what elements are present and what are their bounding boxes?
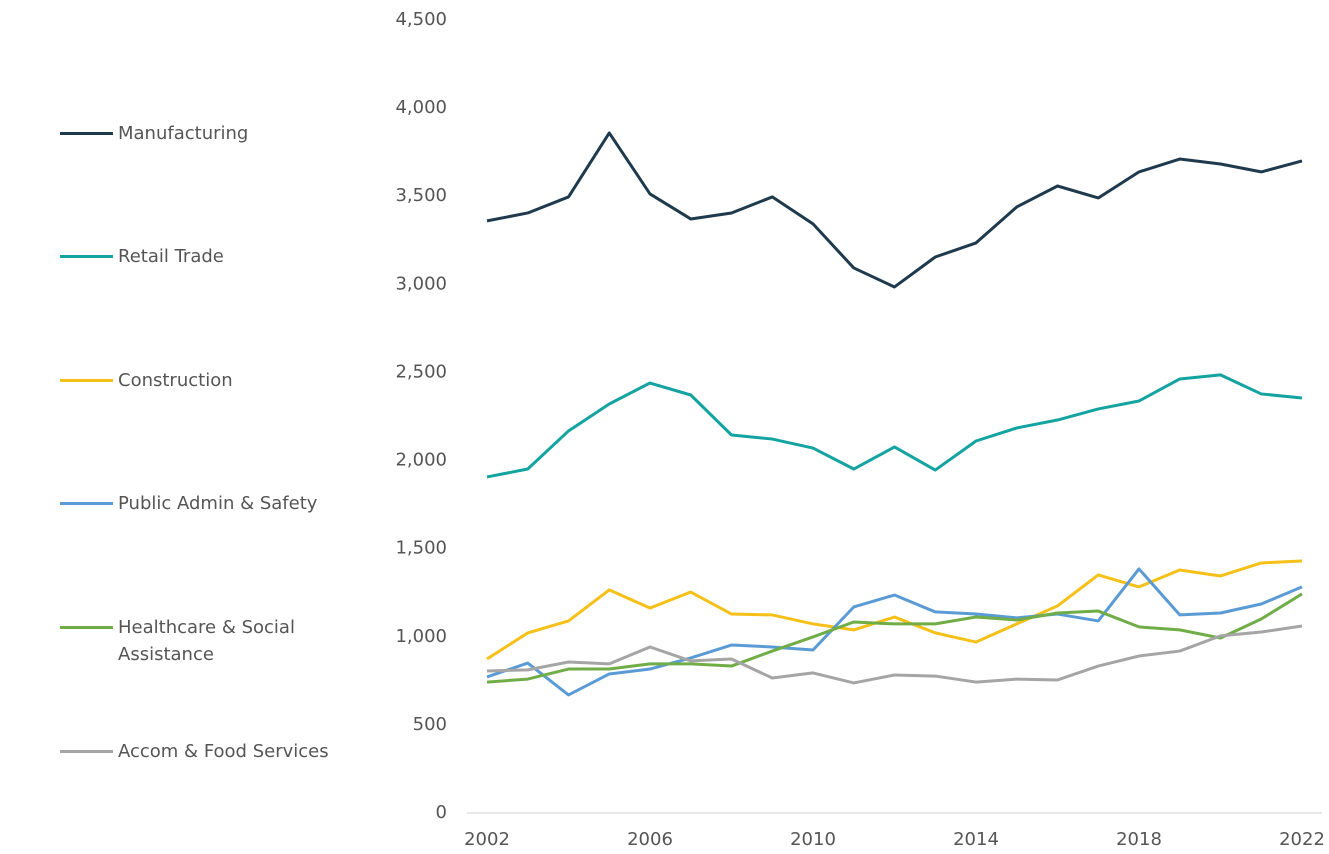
line-series [486, 567, 1303, 697]
legend-label: Public Admin & Safety [118, 493, 318, 515]
legend-label: Manufacturing [118, 122, 249, 144]
y-tick-label: 4,000 [395, 97, 447, 118]
y-tick-label: 2,000 [395, 450, 447, 471]
legend-swatch [60, 255, 113, 259]
y-tick-label: 3,000 [395, 273, 447, 294]
line-series [486, 559, 1303, 661]
line-series [486, 131, 1303, 289]
y-tick-label: 1,500 [395, 538, 447, 559]
legend-label: Healthcare & Social Assistance [118, 616, 295, 665]
y-tick-label: 3,500 [395, 185, 447, 206]
legend-item: Manufacturing [60, 120, 358, 147]
line-series [486, 624, 1303, 685]
x-tick-label: 2014 [953, 829, 999, 850]
legend-item: Construction [60, 367, 358, 394]
y-tick-label: 500 [413, 714, 447, 735]
x-tick-label: 2018 [1116, 829, 1162, 850]
line-series [486, 592, 1303, 684]
legend-item: Retail Trade [60, 243, 358, 270]
legend-item: Accom & Food Services [60, 738, 358, 765]
x-tick-label: 2010 [790, 829, 836, 850]
legend-swatch [60, 749, 113, 753]
y-tick-label: 2,500 [395, 361, 447, 382]
legend-label: Accom & Food Services [118, 740, 329, 762]
legend-label: Construction [118, 369, 233, 391]
x-tick-label: 2006 [627, 829, 673, 850]
y-tick-label: 4,500 [395, 9, 447, 30]
y-tick-label: 0 [436, 802, 447, 823]
x-tick-label: 2022 [1279, 829, 1325, 850]
legend-swatch [60, 625, 113, 629]
y-tick-label: 1,000 [395, 626, 447, 647]
legend-swatch [60, 502, 113, 506]
legend-item: Public Admin & Safety [60, 490, 358, 517]
legend-label: Retail Trade [118, 246, 224, 268]
legend-item: Healthcare & Social Assistance [60, 614, 358, 668]
legend-swatch [60, 378, 113, 382]
line-series [486, 373, 1303, 479]
legend-swatch [60, 131, 113, 135]
x-tick-label: 2002 [464, 829, 510, 850]
